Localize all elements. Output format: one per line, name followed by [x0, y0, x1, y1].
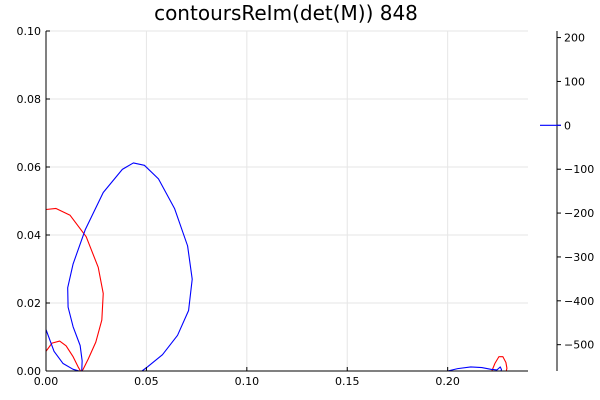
x-tick-label: 0.05 — [134, 375, 159, 388]
y-tick-label: 0.10 — [17, 25, 42, 38]
y-tick-label: 0.04 — [17, 229, 42, 242]
colorbar-tick-label: −200 — [564, 207, 594, 220]
y-tick-label: 0.00 — [17, 365, 42, 378]
colorbar-tick-label: −400 — [564, 295, 594, 308]
contour-line — [67, 162, 193, 372]
colorbar-tick-label: −300 — [564, 251, 594, 264]
chart-title: contoursReIm(det(M)) 848 — [154, 1, 418, 25]
colorbar: 200 100 0 −100 −200 −300 −400 −500 — [540, 31, 594, 371]
y-tick-label: 0.08 — [17, 93, 42, 106]
plot-axes: 0.00 0.05 0.10 0.15 0.20 0.00 0.02 0.04 0.06 0.08… — [17, 25, 528, 388]
contour-line — [491, 356, 508, 372]
contour-series — [45, 162, 508, 372]
x-tick-label: 0.10 — [235, 375, 260, 388]
colorbar-tick-label: 0 — [564, 119, 571, 132]
contour-line — [447, 366, 503, 372]
colorbar-tick-label: −100 — [564, 163, 594, 176]
x-tick-label: 0.15 — [335, 375, 360, 388]
x-tick-label: 0.20 — [435, 375, 460, 388]
colorbar-tick-label: 200 — [564, 32, 585, 45]
y-tick-label: 0.02 — [17, 297, 42, 310]
contour-line — [45, 329, 80, 372]
x-tick-label: 0.00 — [34, 375, 59, 388]
contour-line — [45, 207, 104, 372]
colorbar-tick-label: −500 — [564, 339, 594, 352]
colorbar-tick-label: 100 — [564, 75, 585, 88]
contour-line — [45, 340, 82, 372]
y-tick-label: 0.06 — [17, 161, 42, 174]
